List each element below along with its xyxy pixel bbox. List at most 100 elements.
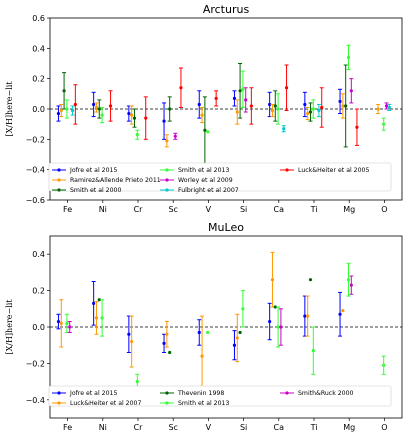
x-tick-label-ni: Ni <box>99 205 107 214</box>
legend-swatch-marker <box>285 391 289 395</box>
data-point <box>338 312 342 316</box>
data-point <box>284 86 289 90</box>
data-point <box>238 89 242 93</box>
data-point <box>144 116 148 120</box>
data-point <box>341 309 345 313</box>
x-tick-label-ti: Ti <box>310 205 318 214</box>
data-point <box>73 102 77 107</box>
x-tick-label-si: Si <box>240 205 247 214</box>
legend-swatch-marker <box>165 401 169 405</box>
x-tick-label-sc: Sc <box>168 205 177 214</box>
data-point <box>206 330 210 335</box>
data-point <box>306 314 310 318</box>
data-point <box>268 319 272 324</box>
data-point <box>273 104 277 108</box>
data-point <box>311 107 315 111</box>
legend-swatch-marker <box>57 168 61 172</box>
data-point <box>59 321 63 325</box>
data-point <box>165 139 169 143</box>
data-point <box>249 104 253 108</box>
data-point <box>270 108 275 113</box>
x-tick-label-mg: Mg <box>343 205 355 214</box>
data-point <box>162 341 166 345</box>
data-point <box>303 314 307 318</box>
data-point <box>200 113 204 117</box>
series-1 <box>59 93 381 148</box>
series-4 <box>67 275 354 346</box>
data-point <box>197 102 201 107</box>
series-2 <box>97 278 313 355</box>
y-tick-label: 0.0 <box>32 105 45 114</box>
legend-swatch-marker <box>57 188 61 192</box>
legend-entry: Smith et al 2000 <box>70 187 121 194</box>
data-point <box>197 330 201 335</box>
legend-swatch-marker <box>57 178 61 182</box>
x-tick-label-ti: Ti <box>310 423 318 432</box>
legend-entry: Luck&Heiter et al 2005 <box>298 167 369 174</box>
data-point <box>384 104 389 108</box>
data-point <box>94 105 99 110</box>
data-point <box>135 380 139 384</box>
legend-entry: Worley et al 2009 <box>178 177 233 184</box>
data-point <box>135 133 139 137</box>
data-point <box>127 332 131 336</box>
x-tick-label-fe: Fe <box>63 423 72 432</box>
arcturus-panel: Arcturus 0.6 0.4 0.2 0.0 −0.2 −0.4 −0.6 Fe Ni Cr Sc… <box>5 3 403 214</box>
data-point <box>62 89 66 93</box>
data-point <box>100 316 104 320</box>
data-point <box>273 305 277 309</box>
data-point <box>214 96 218 100</box>
data-point <box>346 278 351 282</box>
x-tick-label-sc: Sc <box>168 423 177 432</box>
data-point <box>349 283 353 287</box>
data-point <box>320 105 324 110</box>
data-point <box>279 325 283 329</box>
data-point <box>232 96 237 100</box>
data-point <box>59 108 63 113</box>
legend-entry: Luck&Heiter et al 2007 <box>70 400 141 407</box>
y-axis-label: [X/H]here−lit <box>5 299 14 355</box>
y-axis-label: [X/H]here−lit <box>5 81 14 137</box>
data-point <box>235 336 239 340</box>
legend-entry: Thevenin 1998 <box>177 390 224 397</box>
y-tick-label: −0.6 <box>26 196 45 205</box>
data-point <box>94 316 99 320</box>
legend-swatch-marker <box>57 391 61 395</box>
x-tick-label-mg: Mg <box>343 423 355 432</box>
data-point <box>241 87 245 91</box>
series-0 <box>56 88 343 140</box>
data-point <box>97 107 101 111</box>
legend-swatch-marker <box>165 168 169 172</box>
data-point <box>56 319 61 324</box>
data-point <box>173 134 177 138</box>
data-point <box>276 325 280 329</box>
data-point <box>317 108 321 113</box>
x-tick-label-ni: Ni <box>99 423 107 432</box>
data-point <box>238 330 242 335</box>
data-point <box>303 102 307 107</box>
data-point <box>127 111 131 116</box>
y-tick-label: 0.0 <box>32 323 45 332</box>
legend: Jofre et al 2015 Luck&Heiter et al 2007 Th… <box>48 385 392 407</box>
data-point <box>132 116 137 120</box>
data-point <box>130 339 134 344</box>
y-tick-label: 0.4 <box>32 44 45 53</box>
x-tick-label-si: Si <box>240 423 247 432</box>
data-point <box>100 113 104 117</box>
x-tick-label-ca: Ca <box>274 423 285 432</box>
legend-box <box>48 162 392 192</box>
data-point <box>276 107 280 111</box>
legend-entry: Jofre et al 2015 <box>69 390 117 397</box>
data-point <box>338 99 342 104</box>
series-4 <box>173 78 389 140</box>
data-point <box>168 350 172 355</box>
x-tick-label-v: V <box>206 423 212 432</box>
data-point <box>376 107 380 111</box>
data-point <box>235 110 239 114</box>
y-tick-label: 0.4 <box>32 250 45 259</box>
data-point <box>349 89 353 93</box>
data-point <box>346 55 351 60</box>
data-point <box>70 108 75 113</box>
series-3 <box>64 44 386 140</box>
data-point <box>308 110 313 114</box>
